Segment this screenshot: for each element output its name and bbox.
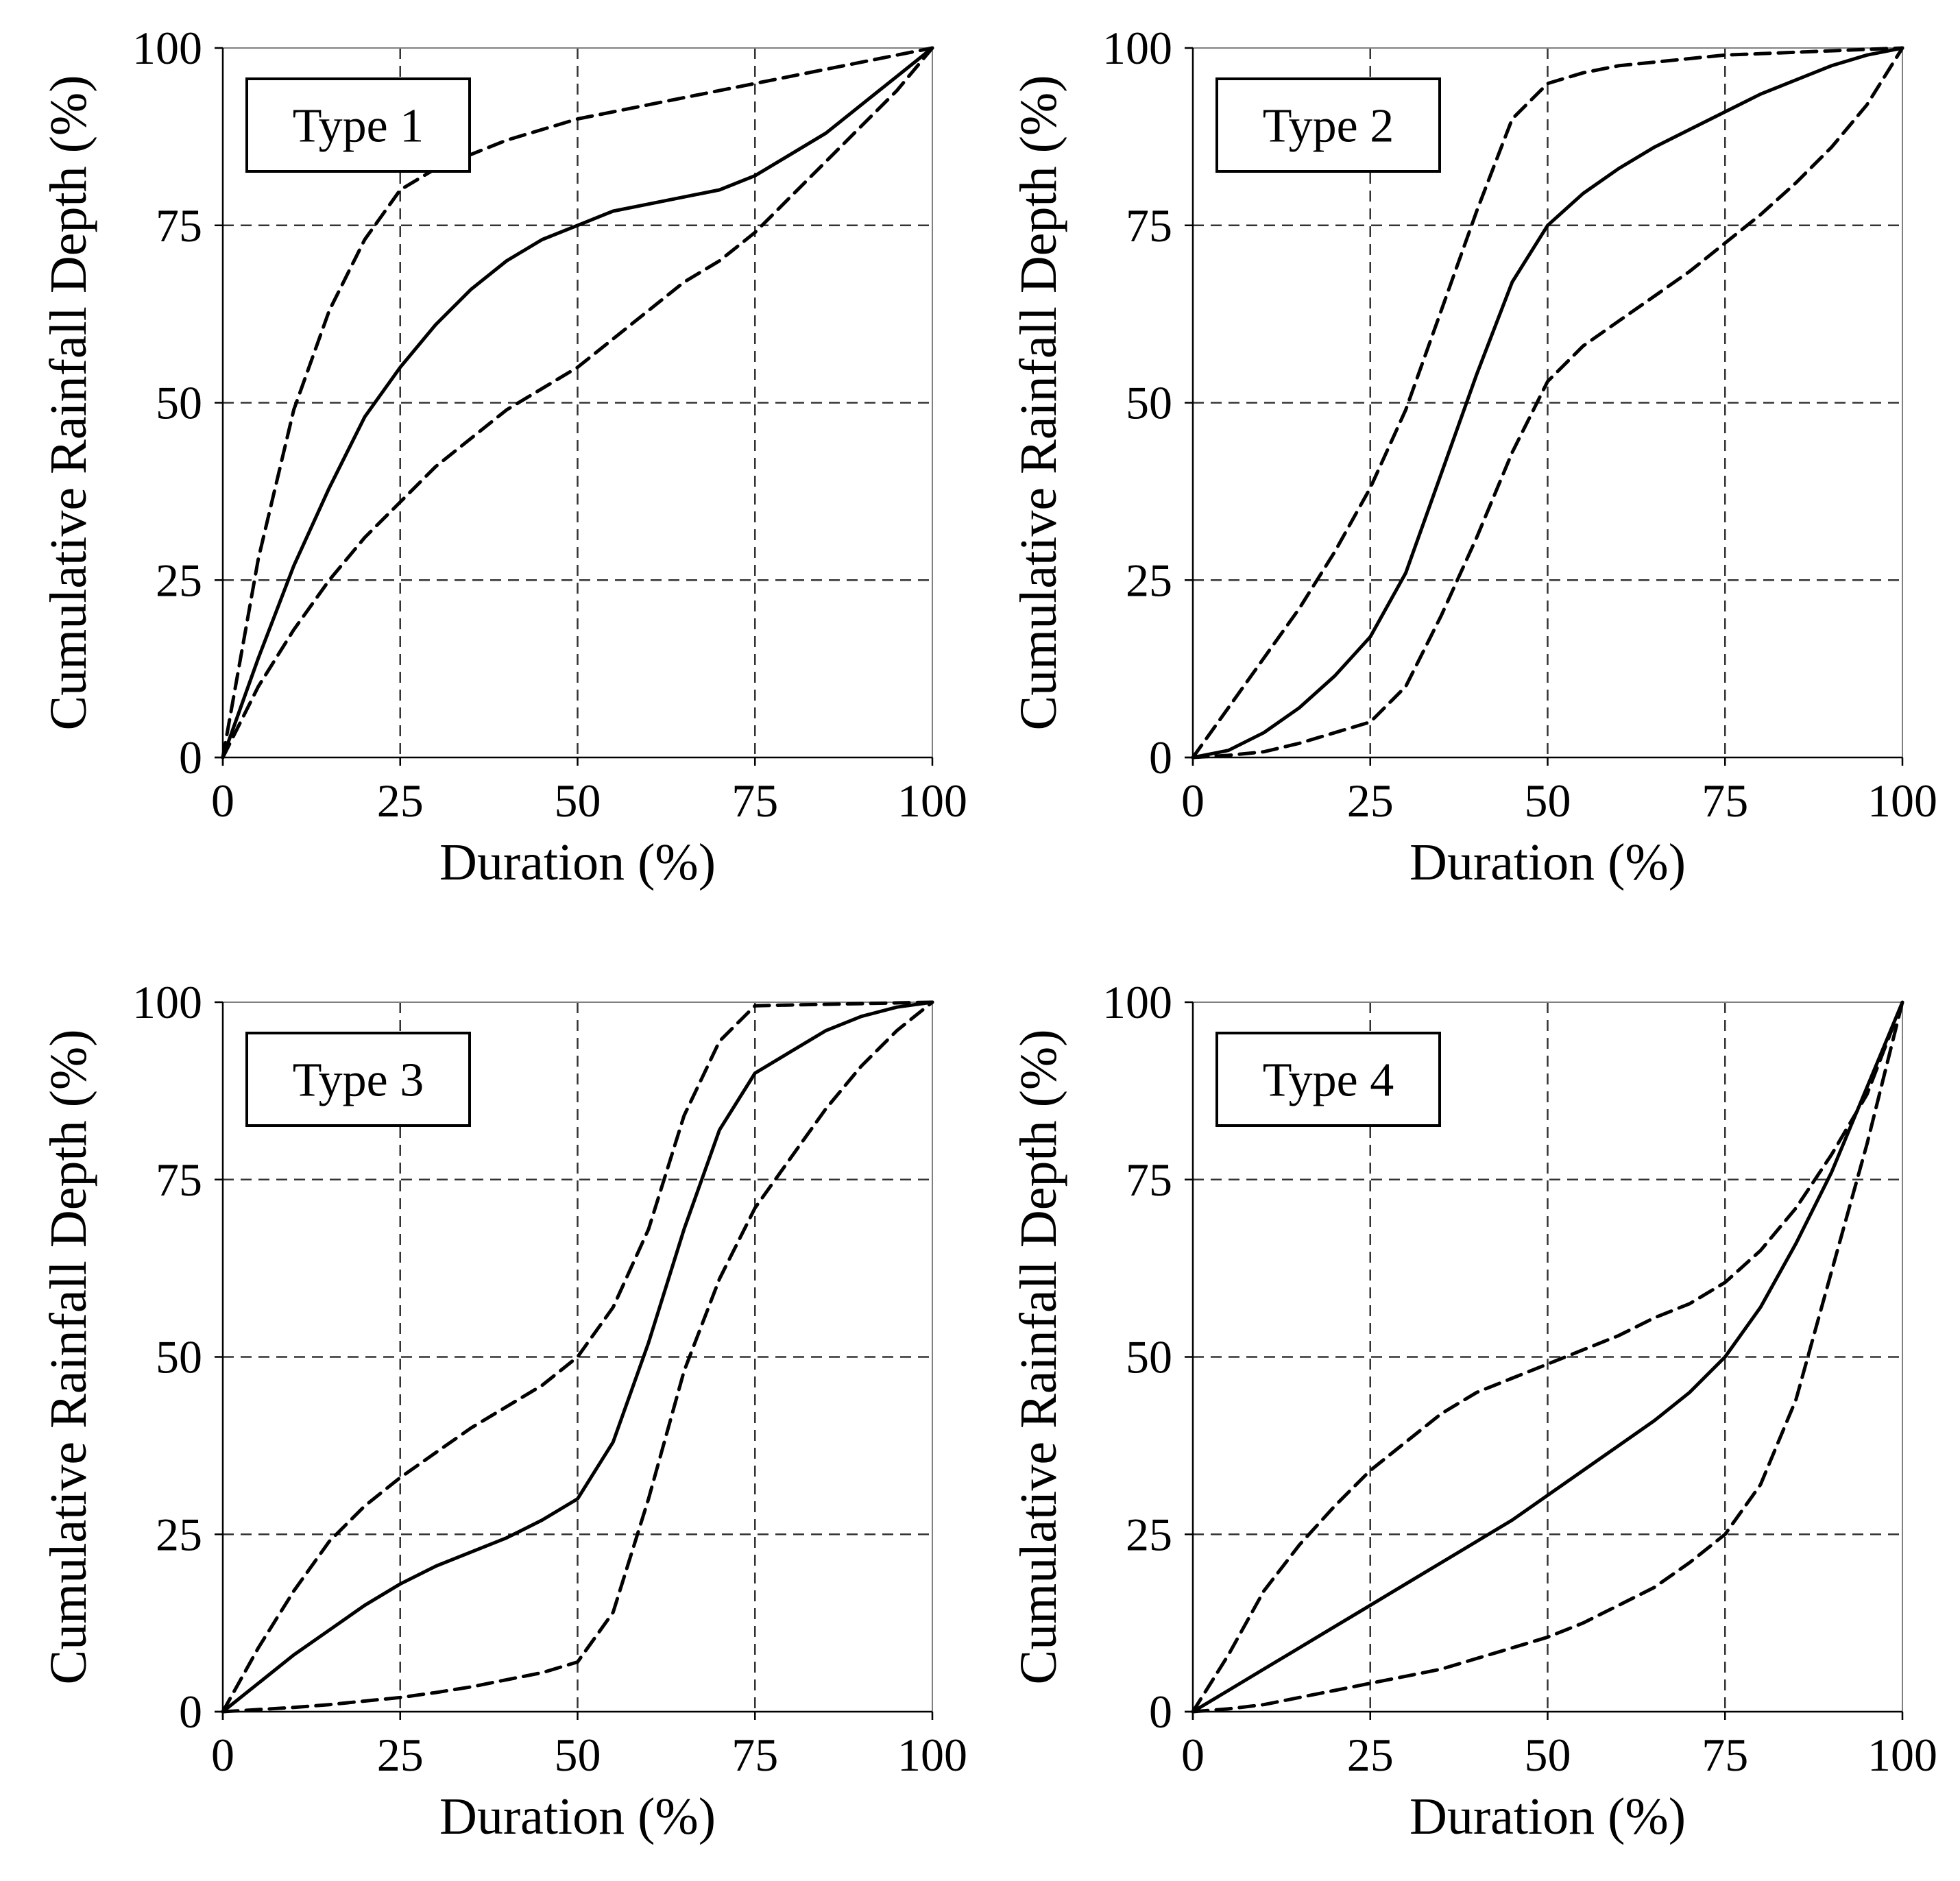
y-axis-label: Cumulative Rainfall Depth (%) — [40, 75, 97, 730]
x-tick-label: 50 — [1525, 1729, 1571, 1781]
x-tick-label: 75 — [1702, 775, 1748, 827]
x-axis-label: Duration (%) — [439, 834, 716, 891]
y-tick-label: 75 — [1126, 199, 1172, 252]
panel-type-label: Type 1 — [293, 100, 424, 153]
x-tick-label: 100 — [897, 1729, 967, 1781]
y-tick-label: 50 — [1126, 1331, 1172, 1383]
grid-layer — [1193, 1002, 1902, 1712]
x-axis-label: Duration (%) — [1409, 1788, 1686, 1845]
x-tick-label: 25 — [1347, 775, 1394, 827]
y-tick-label: 25 — [156, 1508, 202, 1560]
x-tick-label: 50 — [555, 1729, 601, 1781]
series-layer — [221, 1000, 934, 1714]
y-tick-label: 25 — [156, 554, 202, 606]
series-line-upper — [1191, 46, 1904, 760]
series-line-median — [1191, 46, 1904, 760]
type-label-box — [245, 77, 471, 173]
x-tick-label: 0 — [1181, 1729, 1205, 1781]
y-tick-label: 0 — [179, 1686, 202, 1738]
y-tick-label: 100 — [132, 976, 202, 1028]
series-line-lower — [1191, 46, 1904, 760]
y-tick-label: 25 — [1126, 1508, 1172, 1560]
y-tick-label: 75 — [156, 199, 202, 252]
series-line-median — [221, 46, 934, 760]
y-tick-label: 75 — [156, 1154, 202, 1206]
y-tick-label: 100 — [132, 22, 202, 74]
y-tick-label: 75 — [1126, 1154, 1172, 1206]
type-label-box — [1215, 1032, 1441, 1127]
x-tick-label: 100 — [1867, 1729, 1937, 1781]
y-tick-label: 50 — [1126, 377, 1172, 429]
x-tick-label: 75 — [1702, 1729, 1748, 1781]
x-tick-label: 25 — [377, 775, 424, 827]
y-axis-label: Cumulative Rainfall Depth (%) — [1010, 75, 1067, 730]
x-tick-label: 50 — [555, 775, 601, 827]
x-axis-label: Duration (%) — [1409, 834, 1686, 891]
type-label-box — [1215, 77, 1441, 173]
y-tick-label: 25 — [1126, 554, 1172, 606]
y-tick-label: 50 — [156, 1331, 202, 1383]
x-tick-label: 50 — [1525, 775, 1571, 827]
panel-type-1: Type 1 Duration (%) Cumulative Rainfall … — [40, 22, 967, 891]
type-label-box-layer — [245, 77, 471, 173]
type-label-box-layer — [1215, 77, 1441, 173]
series-line-lower — [221, 1000, 934, 1714]
frame-layer — [1185, 47, 1904, 766]
series-line-lower — [221, 46, 934, 760]
panel-type-label: Type 2 — [1263, 100, 1394, 153]
panel-type-3: Type 3 Duration (%) Cumulative Rainfall … — [40, 976, 967, 1845]
y-tick-label: 0 — [179, 731, 202, 784]
type-label-box — [245, 1032, 471, 1127]
grid-layer — [223, 1002, 932, 1712]
x-tick-label: 100 — [1867, 775, 1937, 827]
frame-layer — [1185, 1001, 1904, 1720]
series-layer — [1191, 46, 1904, 760]
x-tick-label: 0 — [1181, 775, 1205, 827]
x-axis-label: Duration (%) — [439, 1788, 716, 1845]
series-line-median — [1191, 1000, 1904, 1714]
y-tick-label: 0 — [1149, 1686, 1172, 1738]
series-line-upper — [1191, 1000, 1904, 1714]
x-tick-label: 0 — [211, 1729, 234, 1781]
type-label-box-layer — [1215, 1032, 1441, 1127]
x-tick-label: 100 — [897, 775, 967, 827]
x-tick-label: 75 — [731, 775, 778, 827]
x-tick-label: 25 — [377, 1729, 424, 1781]
series-layer — [221, 46, 934, 760]
y-axis-label: Cumulative Rainfall Depth (%) — [1010, 1029, 1067, 1684]
frame-layer — [215, 47, 934, 766]
frame-layer — [215, 1001, 934, 1720]
y-axis-label: Cumulative Rainfall Depth (%) — [40, 1029, 97, 1684]
x-tick-label: 25 — [1347, 1729, 1394, 1781]
y-tick-label: 100 — [1102, 976, 1172, 1028]
panel-type-label: Type 4 — [1263, 1054, 1394, 1107]
series-line-lower — [1191, 1000, 1904, 1714]
y-tick-label: 100 — [1102, 22, 1172, 74]
panel-type-2: Type 2 Duration (%) Cumulative Rainfall … — [1010, 22, 1937, 891]
type-label-box-layer — [245, 1032, 471, 1127]
y-tick-label: 0 — [1149, 731, 1172, 784]
series-line-median — [221, 1000, 934, 1714]
series-layer — [1191, 1000, 1904, 1714]
series-line-upper — [221, 1000, 934, 1714]
panel-type-4: Type 4 Duration (%) Cumulative Rainfall … — [1010, 976, 1937, 1845]
x-tick-label: 75 — [731, 1729, 778, 1781]
panel-type-label: Type 3 — [293, 1054, 424, 1107]
y-tick-label: 50 — [156, 377, 202, 429]
x-tick-label: 0 — [211, 775, 234, 827]
grid-layer — [223, 48, 932, 757]
